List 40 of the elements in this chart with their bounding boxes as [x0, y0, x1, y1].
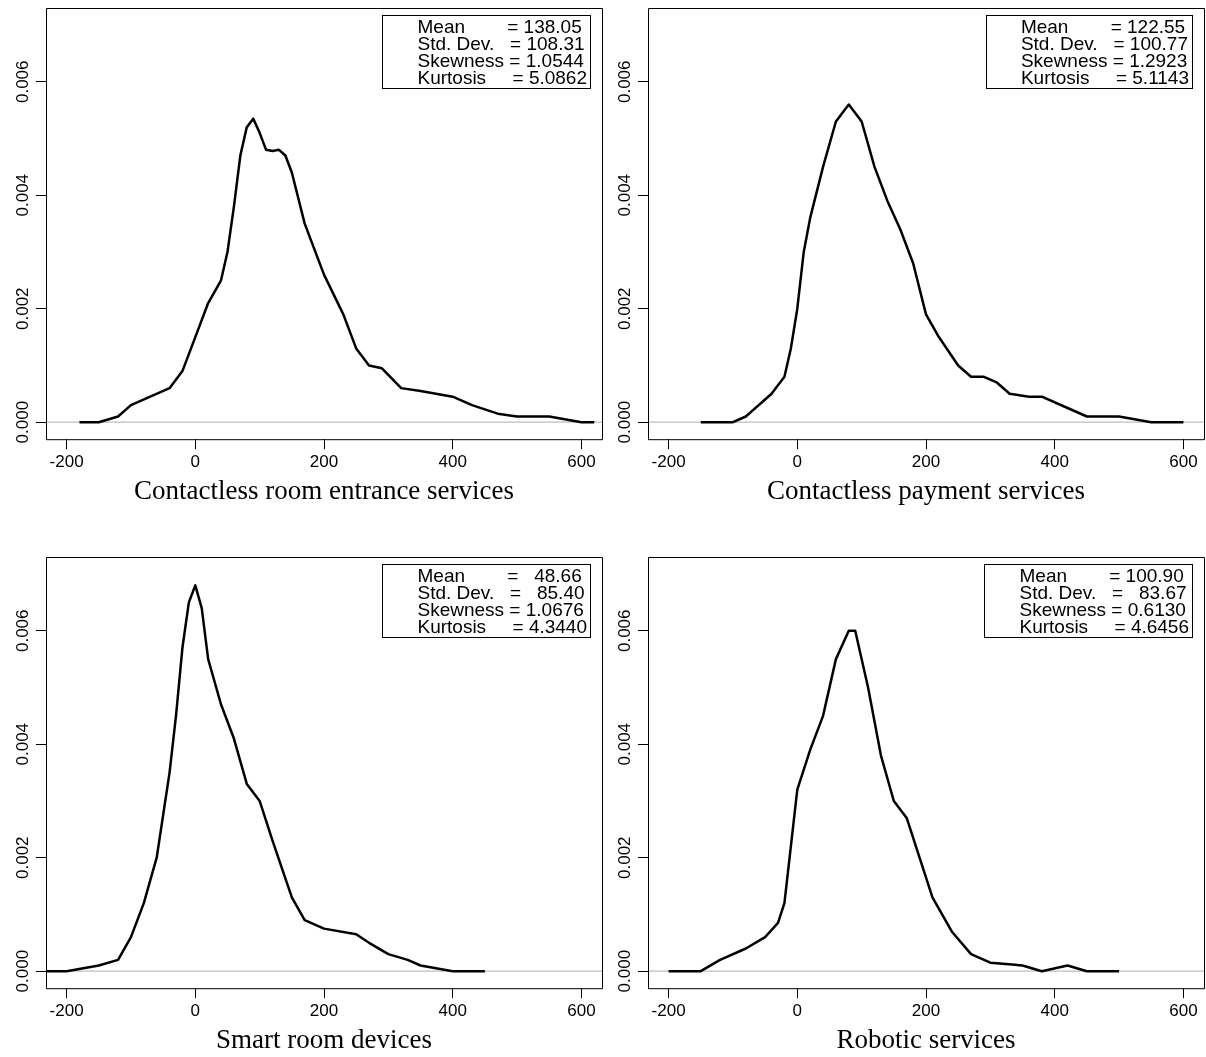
x-tick-label: 0	[792, 1001, 803, 1021]
y-tick-label: 0.006	[615, 60, 635, 104]
x-tick-label: 400	[438, 1001, 467, 1021]
y-tick-label: 0.004	[615, 722, 635, 766]
x-tick-label: 600	[567, 452, 596, 472]
x-tick-label: 400	[1040, 452, 1069, 472]
x-tick-label: 0	[190, 452, 201, 472]
y-tick-label: 0.002	[13, 836, 33, 879]
x-tick-label: -200	[651, 452, 686, 472]
x-tick-label: -200	[651, 1001, 686, 1021]
x-tick-label: 400	[1040, 1001, 1069, 1021]
x-tick-label: 400	[438, 452, 467, 472]
y-tick-label: 0.006	[13, 609, 33, 653]
x-axis-title: Contactless room entrance services	[133, 474, 515, 505]
y-tick-label: 0.004	[615, 173, 635, 217]
x-tick-label: 200	[911, 452, 941, 472]
x-tick-label: 0	[190, 1001, 201, 1021]
y-tick-label: 0.004	[13, 173, 33, 217]
x-tick-label: -200	[49, 452, 84, 472]
y-tick-label: 0.000	[13, 949, 33, 993]
y-tick-label: 0.000	[615, 949, 635, 993]
y-tick-label: 0.000	[615, 400, 635, 444]
y-tick-label: 0.004	[13, 722, 33, 766]
x-axis-title: Smart room devices	[216, 1023, 432, 1054]
x-tick-label: 200	[911, 1001, 941, 1021]
y-tick-label: 0.000	[13, 400, 33, 444]
y-tick-label: 0.002	[615, 836, 635, 879]
x-axis-title: Contactless payment services	[767, 474, 1085, 505]
x-tick-label: 0	[792, 452, 803, 472]
x-tick-label: 200	[309, 452, 339, 472]
y-tick-label: 0.006	[13, 60, 33, 104]
x-axis-title: Robotic services	[836, 1023, 1016, 1054]
y-tick-label: 0.002	[615, 287, 635, 330]
y-tick-label: 0.002	[13, 287, 33, 330]
x-tick-label: 600	[1169, 1001, 1198, 1021]
x-tick-label: 600	[1169, 452, 1198, 472]
x-tick-label: 600	[567, 1001, 596, 1021]
y-tick-label: 0.006	[615, 609, 635, 653]
x-tick-label: -200	[49, 1001, 84, 1021]
x-tick-label: 200	[309, 1001, 339, 1021]
